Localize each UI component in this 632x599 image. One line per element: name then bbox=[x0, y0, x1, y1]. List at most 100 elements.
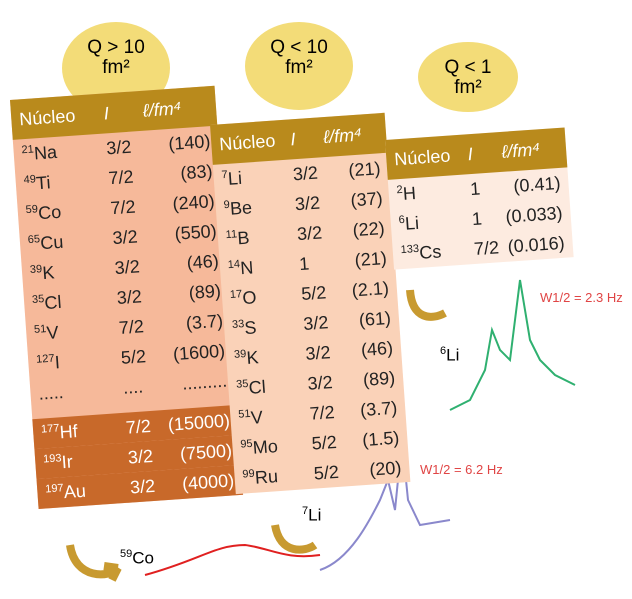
quadrupole: (83) bbox=[179, 160, 214, 183]
q-badge: Q < 10 fm² bbox=[245, 22, 353, 110]
quadrupole: (3.7) bbox=[185, 310, 224, 333]
nucleus: 197Au bbox=[45, 477, 131, 504]
spin: .... bbox=[122, 375, 144, 398]
spin: 7/2 bbox=[109, 196, 137, 218]
element: S bbox=[243, 316, 258, 338]
mass-number: 21 bbox=[21, 142, 35, 156]
spin: 7/2 bbox=[473, 236, 500, 259]
quadrupole: ......... bbox=[181, 370, 228, 394]
mass-number: 39 bbox=[29, 262, 43, 276]
spin: 1 bbox=[469, 178, 481, 199]
quadrupole: (3.7) bbox=[359, 397, 398, 420]
q-unit: fm² bbox=[454, 77, 482, 98]
mass-number: 193 bbox=[42, 451, 62, 466]
nucleus: 127I bbox=[36, 347, 122, 374]
mass-number: 17 bbox=[229, 287, 243, 301]
quadrupole: (22) bbox=[351, 217, 386, 240]
header-cell: Núcleo bbox=[218, 130, 276, 154]
element: V bbox=[45, 321, 60, 343]
spectrum-label: 7Li bbox=[302, 505, 321, 526]
mass-number: 127 bbox=[35, 352, 55, 366]
spin: 3/2 bbox=[116, 285, 143, 308]
header-cell: ℓ/fm⁴ bbox=[142, 97, 183, 121]
element: Cl bbox=[43, 291, 63, 313]
element: Be bbox=[229, 196, 253, 219]
mass-number: 49 bbox=[23, 172, 37, 186]
element: H bbox=[402, 182, 417, 204]
nucleus: 9Be bbox=[223, 194, 296, 220]
nucleus: 177Hf bbox=[41, 417, 127, 444]
nucleus: 6Li bbox=[398, 209, 472, 235]
quadrupole: (21) bbox=[347, 157, 382, 180]
spin: 3/2 bbox=[129, 475, 156, 498]
nucleus: 14N bbox=[227, 254, 300, 280]
q-unit: fm² bbox=[102, 57, 130, 78]
mass-number: 35 bbox=[235, 377, 249, 391]
header-cell: I bbox=[289, 128, 297, 149]
nucleus: 51V bbox=[238, 403, 311, 429]
spin: 7/2 bbox=[118, 315, 145, 338]
spin: 3/2 bbox=[127, 445, 154, 468]
element: I bbox=[54, 351, 61, 372]
nucleus: 95Mo bbox=[240, 433, 313, 459]
arrow bbox=[406, 289, 447, 321]
mass-number: 33 bbox=[231, 317, 245, 331]
mass-number: 59 bbox=[25, 202, 39, 216]
nucleus: 65Cu bbox=[27, 228, 113, 255]
element: Ru bbox=[254, 465, 279, 488]
q-unit: fm² bbox=[285, 57, 313, 78]
header-cell: Núcleo bbox=[393, 145, 451, 169]
linewidth: W1/2 = 6.2 Hz bbox=[420, 462, 503, 477]
nucleus: 39K bbox=[29, 258, 115, 285]
element: ..... bbox=[37, 381, 65, 404]
element: N bbox=[239, 256, 254, 278]
spectrum-label: 6Li bbox=[440, 345, 459, 366]
quadrupole: (0.016) bbox=[506, 232, 566, 257]
quadrupole: (21) bbox=[354, 247, 388, 270]
mass-number: 95 bbox=[239, 437, 253, 451]
element: Mo bbox=[252, 435, 279, 458]
element: K bbox=[41, 261, 56, 283]
mass-number: 133 bbox=[400, 242, 420, 256]
spectrum-label: 59Co bbox=[120, 548, 154, 569]
element: Li bbox=[446, 345, 460, 365]
quadrupole: (89) bbox=[188, 280, 222, 303]
quadrupole: (89) bbox=[362, 367, 396, 390]
quadrupole: (1600) bbox=[172, 340, 226, 364]
nucleus: 99Ru bbox=[242, 463, 315, 489]
nucleus: 193Ir bbox=[43, 447, 129, 474]
mass-number: 39 bbox=[233, 347, 247, 361]
element: Cl bbox=[247, 376, 267, 398]
mass-number: 51 bbox=[33, 322, 47, 336]
spin: 3/2 bbox=[296, 221, 323, 244]
spin: 3/2 bbox=[292, 162, 319, 184]
nucleus: 35Cl bbox=[236, 373, 309, 399]
nucleus: 49Ti bbox=[23, 168, 109, 195]
mass-number: 51 bbox=[237, 407, 251, 421]
quadrupole: (61) bbox=[358, 307, 392, 330]
element: Au bbox=[63, 480, 87, 502]
element: Ti bbox=[35, 171, 52, 193]
nucleus: 59Co bbox=[25, 198, 111, 225]
element: Co bbox=[132, 548, 154, 568]
quadrupole: (140) bbox=[167, 130, 212, 154]
element: Li bbox=[227, 167, 243, 189]
nucleus: 21Na bbox=[21, 138, 107, 165]
mass-number: 99 bbox=[242, 467, 256, 481]
spin: 5/2 bbox=[313, 461, 340, 484]
element: Li bbox=[404, 212, 420, 234]
spectrum-li6 bbox=[449, 279, 576, 411]
nucleus: 33S bbox=[232, 313, 305, 339]
quadrupole: (37) bbox=[349, 187, 384, 210]
spin: 3/2 bbox=[302, 311, 330, 334]
quadrupole: (46) bbox=[360, 337, 394, 360]
element: Na bbox=[33, 141, 58, 163]
element: Hf bbox=[58, 420, 79, 442]
element: Cu bbox=[39, 231, 64, 253]
quadrupole: (0.41) bbox=[512, 172, 562, 196]
spin: 3/2 bbox=[306, 371, 334, 394]
